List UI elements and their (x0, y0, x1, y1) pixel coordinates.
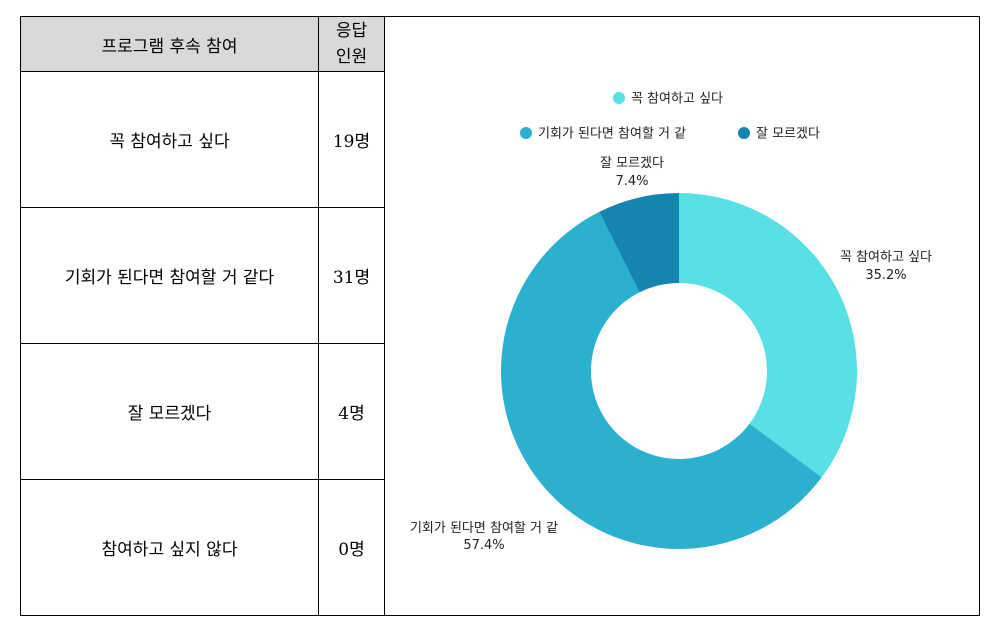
legend-label: 기회가 된다면 참여할 거 같 (538, 127, 686, 142)
slice-label-value: 35.2% (865, 268, 906, 283)
slice-label-name: 꼭 참여하고 싶다 (840, 250, 932, 265)
header-count-line1: 응답 (335, 21, 368, 41)
table-row: 잘 모르겠다 4명 (20, 343, 385, 480)
row-label: 기회가 된다면 참여할 거 같다 (20, 207, 319, 344)
legend-marker (738, 127, 750, 139)
donut-slice (679, 193, 858, 478)
row-count: 19명 (318, 71, 385, 208)
slice-label-value: 7.4% (615, 174, 648, 189)
slice-label-value: 57.4% (463, 538, 504, 553)
row-count: 4명 (318, 343, 385, 480)
row-label: 꼭 참여하고 싶다 (20, 71, 319, 208)
legend-label: 꼭 참여하고 싶다 (631, 92, 723, 107)
row-count: 0명 (318, 479, 385, 616)
donut-slice (599, 193, 679, 293)
header-program-followup: 프로그램 후속 참여 (20, 16, 319, 72)
header-count-line2: 인원 (335, 47, 368, 67)
table-row: 꼭 참여하고 싶다 19명 (20, 71, 385, 208)
slice-label-name: 기회가 된다면 참여할 거 같 (410, 521, 558, 536)
slice-labels: 꼭 참여하고 싶다 35.2% 기회가 된다면 참여할 거 같 57.4% 잘 모르겠다… (410, 156, 932, 553)
donut-slices (501, 193, 858, 549)
row-label: 잘 모르겠다 (20, 343, 319, 480)
row-label: 참여하고 싶지 않다 (20, 479, 319, 616)
table-row: 참여하고 싶지 않다 0명 (20, 479, 385, 616)
row-count: 31명 (318, 207, 385, 344)
legend-label: 잘 모르겠다 (756, 127, 820, 142)
table-row: 기회가 된다면 참여할 거 같다 31명 (20, 207, 385, 344)
donut-slice (501, 211, 822, 549)
legend-marker (613, 92, 625, 104)
legend-marker (520, 127, 532, 139)
slice-label-name: 잘 모르겠다 (600, 156, 664, 171)
